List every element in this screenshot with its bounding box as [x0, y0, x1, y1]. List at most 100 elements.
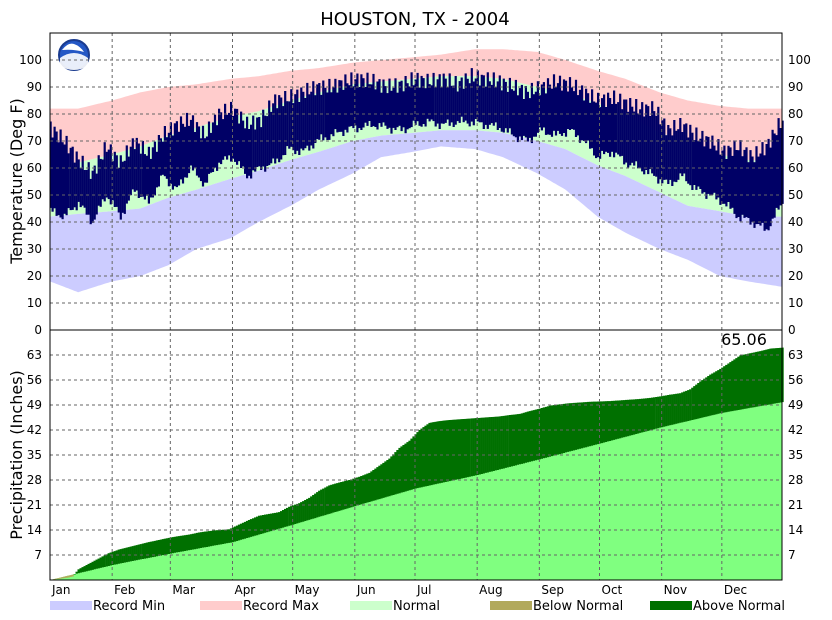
above-normal-bar — [478, 417, 481, 475]
above-normal-bar — [135, 545, 138, 561]
above-normal-bar — [107, 553, 110, 566]
precip-tick-label-right: 56 — [788, 373, 803, 387]
above-normal-bar — [414, 434, 417, 489]
above-normal-bar — [504, 415, 507, 468]
above-normal-bar — [528, 411, 531, 462]
observed-day-bar — [685, 123, 688, 182]
above-normal-bar — [177, 536, 181, 553]
above-normal-bar — [703, 378, 706, 418]
observed-day-bar — [382, 79, 385, 123]
observed-day-bar — [623, 99, 626, 165]
temp-tick-label-right: 0 — [788, 323, 796, 337]
observed-day-bar — [181, 123, 185, 184]
observed-day-bar — [370, 84, 373, 127]
above-normal-bar — [470, 418, 473, 477]
below-normal-bar — [55, 578, 58, 580]
above-normal-bar — [278, 512, 281, 529]
observed-day-bar — [139, 153, 142, 197]
above-normal-bar — [657, 396, 660, 429]
observed-day-bar — [488, 81, 491, 125]
observed-day-bar — [346, 83, 349, 133]
observed-day-bar — [683, 124, 686, 174]
above-normal-bar — [268, 513, 271, 532]
temperature-axis-label: Temperature (Deg F) — [7, 98, 26, 265]
observed-day-bar — [169, 122, 172, 184]
observed-day-bar — [556, 83, 560, 131]
above-normal-bar — [532, 410, 535, 461]
above-normal-bar — [735, 358, 738, 411]
temp-tick-label-left: 30 — [27, 242, 42, 256]
observed-day-bar — [270, 111, 273, 164]
above-normal-bar — [342, 481, 345, 510]
observed-day-bar — [384, 86, 387, 126]
above-normal-bar — [600, 401, 604, 444]
above-normal-bar — [101, 556, 104, 568]
above-normal-bar — [506, 415, 509, 468]
above-normal-bar — [701, 380, 704, 418]
observed-day-bar — [153, 141, 156, 196]
above-normal-bar — [187, 534, 191, 551]
precip-tick-label-left: 7 — [34, 548, 42, 562]
above-normal-bar — [653, 397, 656, 430]
above-normal-bar — [675, 393, 678, 424]
above-normal-bar — [213, 530, 217, 546]
above-normal-bar — [572, 402, 576, 451]
above-normal-bar — [362, 475, 365, 504]
observed-day-bar — [530, 82, 533, 144]
observed-day-bar — [629, 98, 632, 166]
observed-day-bar — [663, 118, 666, 180]
temp-tick-label-right: 60 — [788, 161, 803, 175]
observed-day-bar — [117, 167, 120, 213]
above-normal-bar — [209, 530, 213, 547]
above-normal-bar — [508, 415, 511, 467]
observed-day-bar — [669, 128, 672, 180]
observed-day-bar — [653, 111, 656, 176]
above-normal-bar — [394, 452, 397, 495]
observed-day-bar — [581, 85, 584, 141]
above-normal-bar — [556, 404, 560, 455]
observed-day-bar — [771, 129, 774, 219]
above-normal-bar — [418, 430, 421, 488]
below-normal-bar — [69, 575, 72, 577]
precip-tick-label-right: 14 — [788, 523, 803, 537]
observed-day-bar — [454, 76, 457, 125]
observed-day-bar — [205, 136, 209, 183]
above-normal-bar — [284, 508, 287, 527]
observed-day-bar — [619, 93, 622, 157]
observed-day-bar — [757, 156, 760, 224]
observed-day-bar — [609, 98, 612, 157]
observed-day-bar — [438, 74, 441, 129]
above-normal-bar — [586, 401, 590, 447]
observed-day-bar — [264, 115, 267, 172]
above-normal-bar — [119, 549, 122, 564]
observed-day-bar — [550, 88, 554, 137]
above-normal-bar — [350, 479, 353, 508]
above-normal-bar — [566, 403, 570, 452]
observed-day-bar — [591, 89, 594, 149]
observed-day-bar — [434, 87, 437, 127]
above-normal-bar — [420, 428, 423, 488]
above-normal-bar — [199, 532, 203, 548]
temp-tick-label-right: 80 — [788, 107, 803, 121]
observed-day-bar — [364, 87, 367, 123]
above-normal-bar — [691, 387, 694, 420]
observed-day-bar — [492, 72, 495, 126]
observed-day-bar — [220, 112, 223, 165]
above-normal-bar — [223, 529, 227, 544]
observed-day-bar — [739, 140, 742, 222]
observed-day-bar — [348, 85, 351, 127]
observed-day-bar — [520, 84, 523, 141]
observed-day-bar — [280, 97, 283, 160]
above-normal-bar — [639, 398, 642, 433]
observed-day-bar — [643, 116, 646, 175]
observed-day-bar — [256, 117, 259, 167]
observed-day-bar — [73, 162, 76, 208]
above-normal-bar — [681, 392, 684, 423]
above-normal-bar — [113, 551, 116, 565]
observed-day-bar — [59, 129, 62, 218]
legend-label: Above Normal — [693, 599, 785, 614]
above-normal-bar — [709, 374, 712, 416]
precip-tick-label-right: 42 — [788, 423, 803, 437]
above-normal-bar — [147, 542, 150, 558]
observed-day-bar — [633, 111, 636, 166]
